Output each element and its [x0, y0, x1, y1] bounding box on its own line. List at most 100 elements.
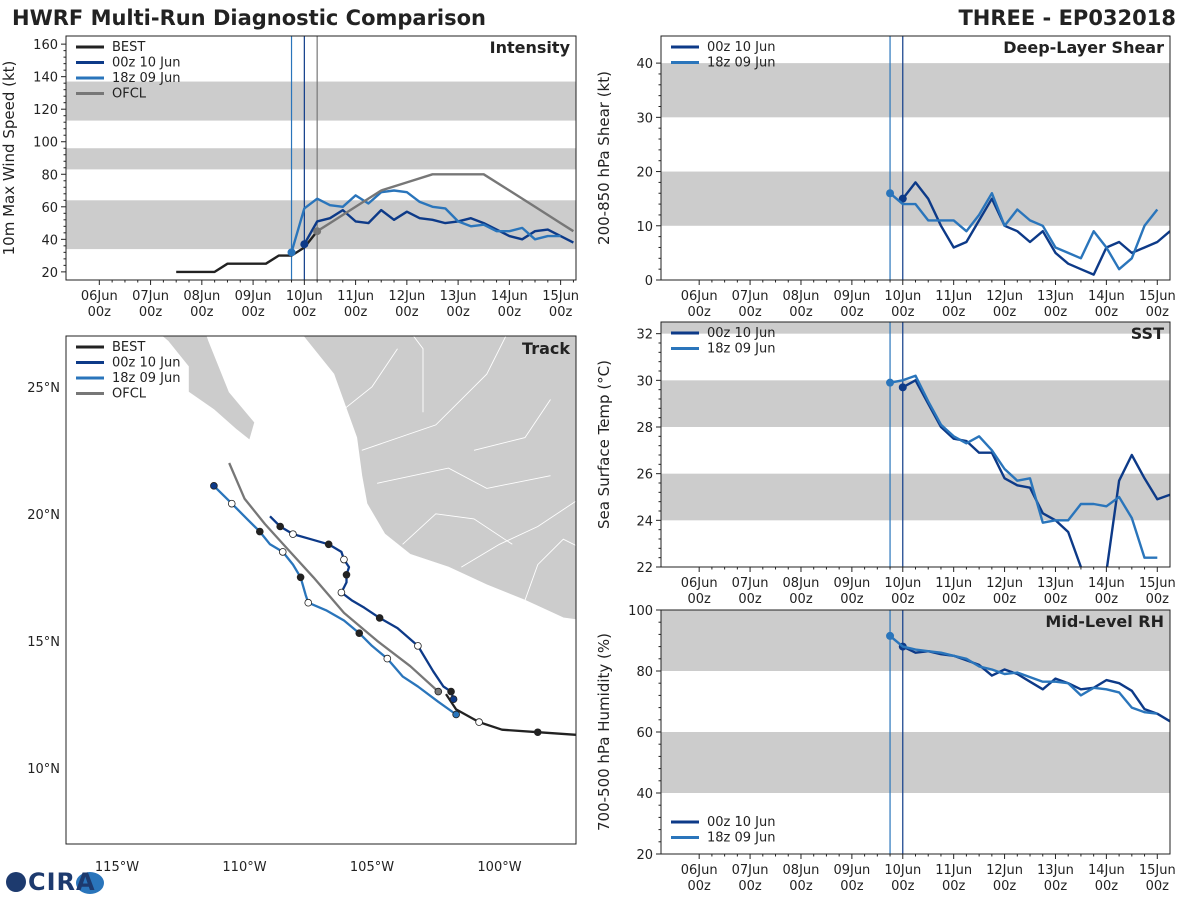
lat-tick-label: 25°N — [27, 381, 60, 396]
x-tick-label: 11Jun — [935, 863, 972, 878]
rh-series — [886, 631, 1170, 723]
x-tick-label: 15Jun — [1139, 863, 1176, 878]
track-point — [210, 482, 218, 490]
x-tick-label: 11Jun — [935, 576, 972, 591]
threshold-band — [661, 63, 1170, 118]
rh-chart: 2040608010006Jun00z07Jun00z08Jun00z09Jun… — [595, 604, 1176, 894]
track-point — [533, 728, 542, 737]
x-tick-label: 15Jun — [1139, 576, 1176, 591]
panel-title: SST — [1131, 324, 1164, 343]
x-tick-label: 06Jun — [681, 576, 718, 591]
state-border — [412, 336, 424, 413]
x-tick-label: 13Jun — [1037, 576, 1074, 591]
y-axis-label: 200-850 hPa Shear (kt) — [595, 71, 613, 245]
x-tick-label: 00z — [891, 879, 915, 894]
track-point — [340, 555, 348, 564]
x-tick-label: 00z — [942, 879, 966, 894]
series-line — [889, 634, 1158, 715]
y-axis-label: Sea Surface Temp (°C) — [595, 360, 613, 529]
x-tick-label: 08Jun — [183, 289, 220, 304]
y-tick-label: 80 — [41, 168, 58, 183]
series-start-point — [886, 189, 895, 198]
x-tick-label: 07Jun — [732, 289, 769, 304]
x-tick-label: 00z — [190, 305, 214, 320]
legend-label: OFCL — [112, 387, 147, 402]
track-line — [445, 693, 576, 736]
sst-chart: 22242628303206Jun00z07Jun00z08Jun00z09Ju… — [595, 321, 1176, 607]
x-tick-label: 00z — [789, 592, 813, 607]
threshold-band — [661, 171, 1170, 226]
track-point — [355, 629, 364, 637]
x-tick-label: 00z — [840, 879, 864, 894]
y-tick-label: 60 — [636, 726, 653, 741]
series-start-point — [898, 194, 907, 203]
x-tick-label: 11Jun — [337, 289, 374, 304]
lon-tick-label: 100°W — [477, 860, 521, 875]
legend-label: 18z 09 Jun — [112, 71, 181, 86]
track-point — [414, 642, 422, 650]
track-point — [304, 598, 313, 607]
y-tick-label: 60 — [41, 201, 58, 216]
x-tick-label: 00z — [344, 305, 368, 320]
x-tick-label: 09Jun — [235, 289, 272, 304]
panel-title: Deep-Layer Shear — [1003, 38, 1164, 57]
x-tick-label: 11Jun — [935, 289, 972, 304]
threshold-band — [661, 322, 1170, 334]
y-tick-label: 28 — [636, 421, 653, 436]
track-point — [449, 695, 458, 704]
x-tick-label: 08Jun — [783, 863, 820, 878]
map-layer — [161, 336, 576, 737]
lat-tick-label: 20°N — [27, 508, 60, 523]
legend-label: BEST — [112, 40, 145, 55]
series-start-point — [898, 383, 907, 392]
y-tick-label: 32 — [636, 328, 653, 343]
state-border — [524, 538, 576, 601]
y-tick-label: 24 — [636, 514, 653, 529]
legend-label: 18z 09 Jun — [707, 56, 776, 71]
threshold-band — [661, 610, 1170, 671]
y-tick-label: 0 — [645, 274, 653, 289]
series-line — [889, 374, 1158, 559]
y-tick-label: 30 — [636, 374, 653, 389]
lon-tick-label: 105°W — [350, 860, 394, 875]
x-tick-label: 00z — [993, 879, 1017, 894]
track-point — [452, 710, 460, 719]
panel-title: Track — [522, 339, 570, 358]
series-line — [889, 191, 1159, 271]
track-point — [337, 588, 346, 597]
x-tick-label: 10Jun — [884, 863, 921, 878]
x-tick-label: 13Jun — [1037, 289, 1074, 304]
legend-label: 00z 10 Jun — [707, 815, 776, 830]
track-point — [434, 687, 443, 696]
y-axis-label: 10m Max Wind Speed (kt) — [0, 61, 18, 256]
x-tick-label: 00z — [687, 305, 711, 320]
x-tick-label: 00z — [293, 305, 317, 320]
x-tick-label: 00z — [139, 305, 163, 320]
x-tick-label: 09Jun — [833, 576, 870, 591]
x-tick-label: 00z — [1146, 592, 1170, 607]
series-line — [316, 173, 575, 233]
y-tick-label: 40 — [636, 57, 653, 72]
lon-tick-label: 110°W — [222, 860, 266, 875]
x-tick-label: 00z — [1095, 592, 1119, 607]
x-tick-label: 00z — [738, 879, 762, 894]
x-tick-label: 00z — [993, 305, 1017, 320]
series-start-point — [886, 378, 895, 387]
threshold-band — [661, 732, 1170, 793]
track-point — [447, 687, 455, 696]
track-point — [475, 718, 483, 726]
shear-chart: 01020304006Jun00z07Jun00z08Jun00z09Jun00… — [595, 35, 1176, 320]
cira-logo: CIRA — [6, 866, 106, 898]
shear-series — [886, 181, 1170, 276]
x-tick-label: 08Jun — [783, 576, 820, 591]
series-start-point — [313, 227, 322, 236]
x-tick-label: 12Jun — [388, 289, 425, 304]
state-border — [461, 500, 576, 568]
y-tick-label: 20 — [636, 166, 653, 181]
x-tick-label: 00z — [942, 592, 966, 607]
page-title: HWRF Multi-Run Diagnostic Comparison — [12, 6, 487, 30]
plot-frame — [65, 35, 577, 281]
track-point — [342, 570, 351, 579]
threshold-band — [661, 380, 1170, 427]
